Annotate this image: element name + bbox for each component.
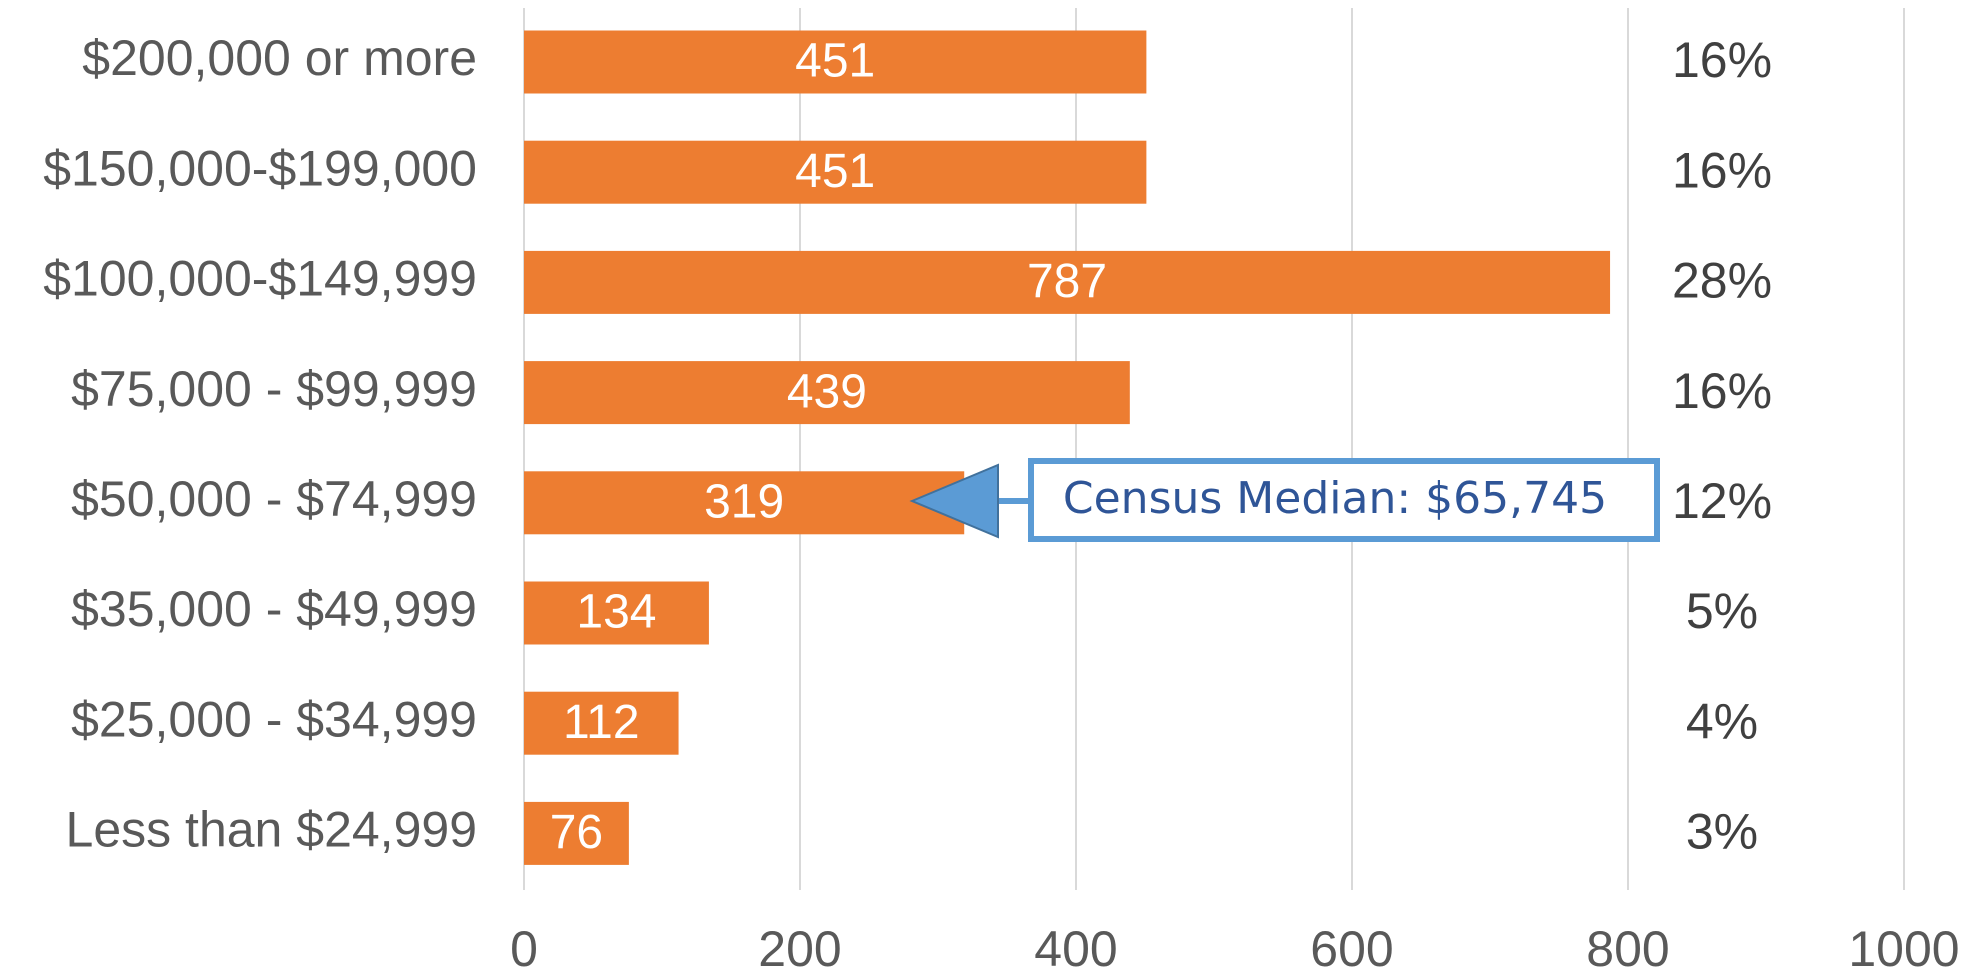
percent-label: 4%	[1686, 693, 1758, 749]
category-label: $150,000-$199,000	[43, 140, 477, 196]
percent-label: 16%	[1672, 363, 1772, 419]
category-label: $75,000 - $99,999	[71, 361, 477, 417]
percent-label: 16%	[1672, 32, 1772, 88]
annotation: Census Median: $65,745	[909, 458, 1660, 542]
category-label: $35,000 - $49,999	[71, 581, 477, 637]
x-tick-label: 600	[1310, 921, 1393, 977]
value-label: 439	[787, 365, 867, 418]
value-label: 787	[1027, 255, 1107, 308]
percent-label: 12%	[1672, 473, 1772, 529]
x-tick-label: 200	[758, 921, 841, 977]
x-tick-label: 800	[1586, 921, 1669, 977]
bar	[524, 30, 1147, 94]
value-label: 112	[563, 696, 640, 749]
bar	[524, 361, 1130, 425]
annotation-arrow	[909, 463, 999, 539]
x-tick-label: 1000	[1848, 921, 1959, 977]
bar	[524, 140, 1147, 204]
x-tick-label: 0	[510, 921, 538, 977]
value-label: 451	[795, 35, 875, 88]
category-label: $100,000-$149,999	[43, 251, 477, 307]
bar	[524, 581, 709, 645]
percent-label: 5%	[1686, 583, 1758, 639]
value-label: 319	[704, 475, 784, 528]
percent-label: 16%	[1672, 142, 1772, 198]
x-tick-label: 400	[1034, 921, 1117, 977]
annotation-text: Census Median: $65,745	[1063, 473, 1607, 524]
bar	[524, 801, 629, 865]
value-label: 451	[795, 145, 875, 198]
bar	[524, 691, 679, 755]
bar	[524, 250, 1611, 314]
value-label: 134	[576, 586, 656, 639]
percent-label: 3%	[1686, 804, 1758, 860]
bar	[524, 471, 965, 535]
category-label: $50,000 - $74,999	[71, 471, 477, 527]
category-label: Less than $24,999	[66, 802, 477, 858]
category-label: $25,000 - $34,999	[71, 691, 477, 747]
percent-label: 28%	[1672, 253, 1772, 309]
category-label: $200,000 or more	[82, 30, 477, 86]
value-label: 76	[550, 806, 603, 859]
annotation-box	[1028, 458, 1660, 542]
